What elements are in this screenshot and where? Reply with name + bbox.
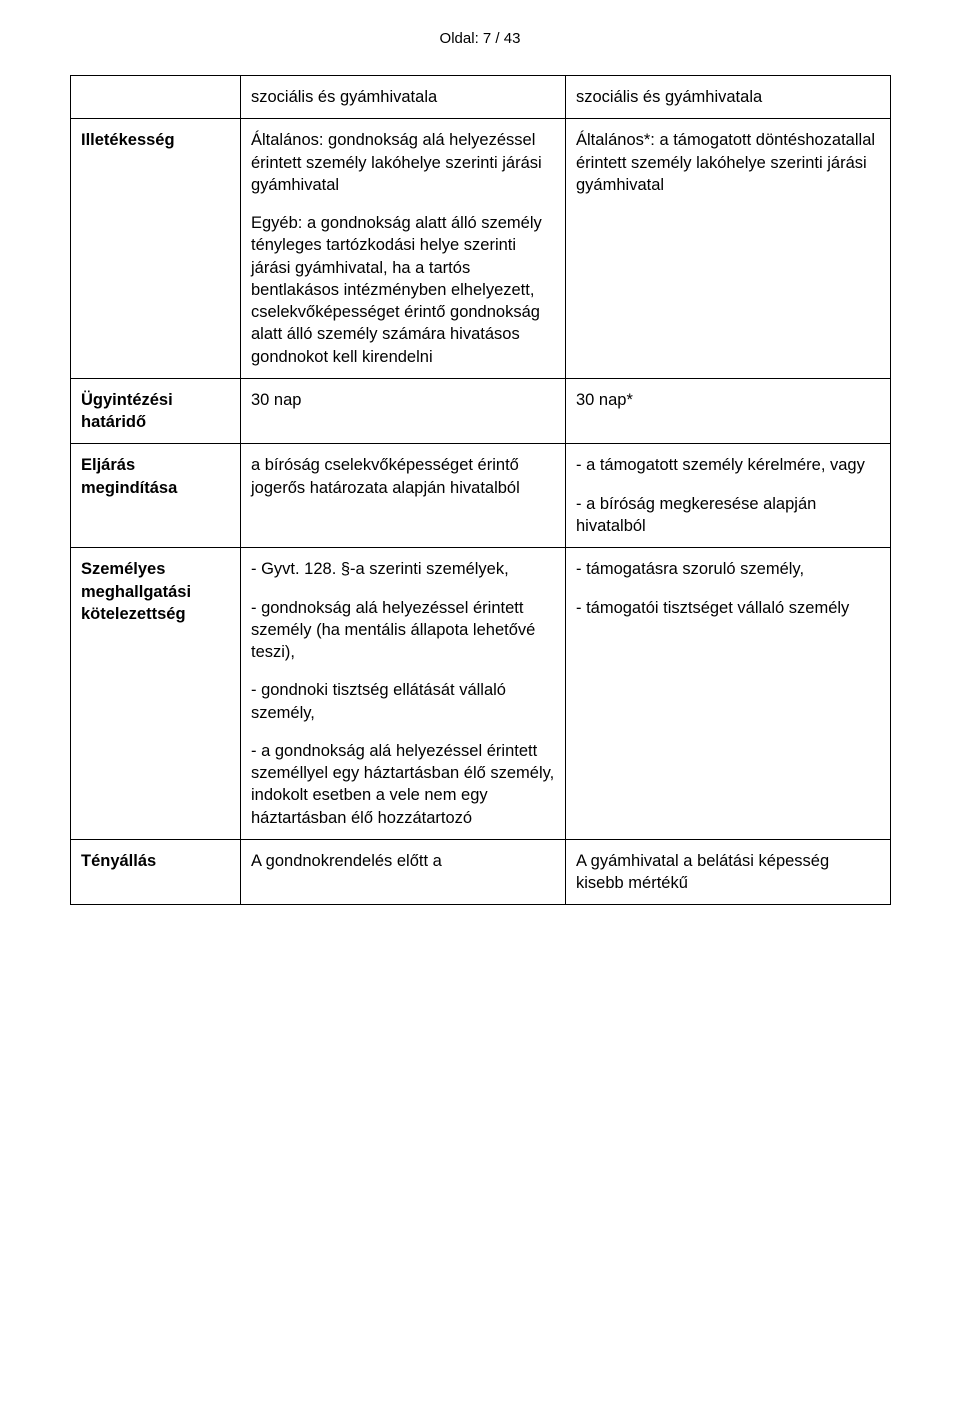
row-col2: Általános*: a támogatott döntéshozatalla…	[566, 119, 891, 379]
row-col1: a bíróság cselekvőképességet érintő joge…	[241, 444, 566, 548]
table-row: Illetékesség Általános: gondnokság alá h…	[71, 119, 891, 379]
cell-text: szociális és gyámhivatala	[251, 86, 555, 108]
row-label: Illetékesség	[71, 119, 241, 379]
cell-text: - gondnokság alá helyezéssel érintett sz…	[251, 597, 555, 664]
row-label: Eljárás megindítása	[71, 444, 241, 548]
row-col1: szociális és gyámhivatala	[241, 76, 566, 119]
row-label	[71, 76, 241, 119]
cell-text: 30 nap	[251, 389, 555, 411]
row-col2: - támogatásra szoruló személy, - támogat…	[566, 548, 891, 840]
cell-text: - támogatásra szoruló személy,	[576, 558, 880, 580]
cell-text: a bíróság cselekvőképességet érintő joge…	[251, 454, 555, 499]
cell-text: - támogatói tisztséget vállaló személy	[576, 597, 880, 619]
page-number: Oldal: 7 / 43	[70, 30, 890, 47]
cell-text: - a gondnokság alá helyezéssel érintett …	[251, 740, 555, 829]
table-row: Eljárás megindítása a bíróság cselekvőké…	[71, 444, 891, 548]
row-col1: - Gyvt. 128. §-a szerinti személyek, - g…	[241, 548, 566, 840]
table-row: szociális és gyámhivatala szociális és g…	[71, 76, 891, 119]
row-col1: Általános: gondnokság alá helyezéssel ér…	[241, 119, 566, 379]
row-label: Tényállás	[71, 839, 241, 905]
row-label: Ügyintézési határidő	[71, 378, 241, 444]
row-col1: 30 nap	[241, 378, 566, 444]
row-col2: szociális és gyámhivatala	[566, 76, 891, 119]
row-col2: A gyámhivatal a belátási képesség kisebb…	[566, 839, 891, 905]
table-row: Ügyintézési határidő 30 nap 30 nap*	[71, 378, 891, 444]
table-row: Személyes meghallgatási kötelezettség - …	[71, 548, 891, 840]
cell-text: - gondnoki tisztség ellátását vállaló sz…	[251, 679, 555, 724]
row-label: Személyes meghallgatási kötelezettség	[71, 548, 241, 840]
row-col2: 30 nap*	[566, 378, 891, 444]
cell-text: Általános*: a támogatott döntéshozatalla…	[576, 129, 880, 196]
page: Oldal: 7 / 43 szociális és gyámhivatala …	[0, 0, 960, 1413]
row-col1: A gondnokrendelés előtt a	[241, 839, 566, 905]
cell-text: A gondnokrendelés előtt a	[251, 850, 555, 872]
cell-text: - Gyvt. 128. §-a szerinti személyek,	[251, 558, 555, 580]
cell-text: 30 nap*	[576, 389, 880, 411]
cell-text: - a támogatott személy kérelmére, vagy	[576, 454, 880, 476]
cell-text: szociális és gyámhivatala	[576, 86, 880, 108]
cell-text: Általános: gondnokság alá helyezéssel ér…	[251, 129, 555, 196]
main-table: szociális és gyámhivatala szociális és g…	[70, 75, 891, 905]
cell-text: - a bíróság megkeresése alapján hivatalb…	[576, 493, 880, 538]
cell-text: A gyámhivatal a belátási képesség kisebb…	[576, 850, 880, 895]
cell-text: Egyéb: a gondnokság alatt álló személy t…	[251, 212, 555, 368]
row-col2: - a támogatott személy kérelmére, vagy -…	[566, 444, 891, 548]
table-row: Tényállás A gondnokrendelés előtt a A gy…	[71, 839, 891, 905]
